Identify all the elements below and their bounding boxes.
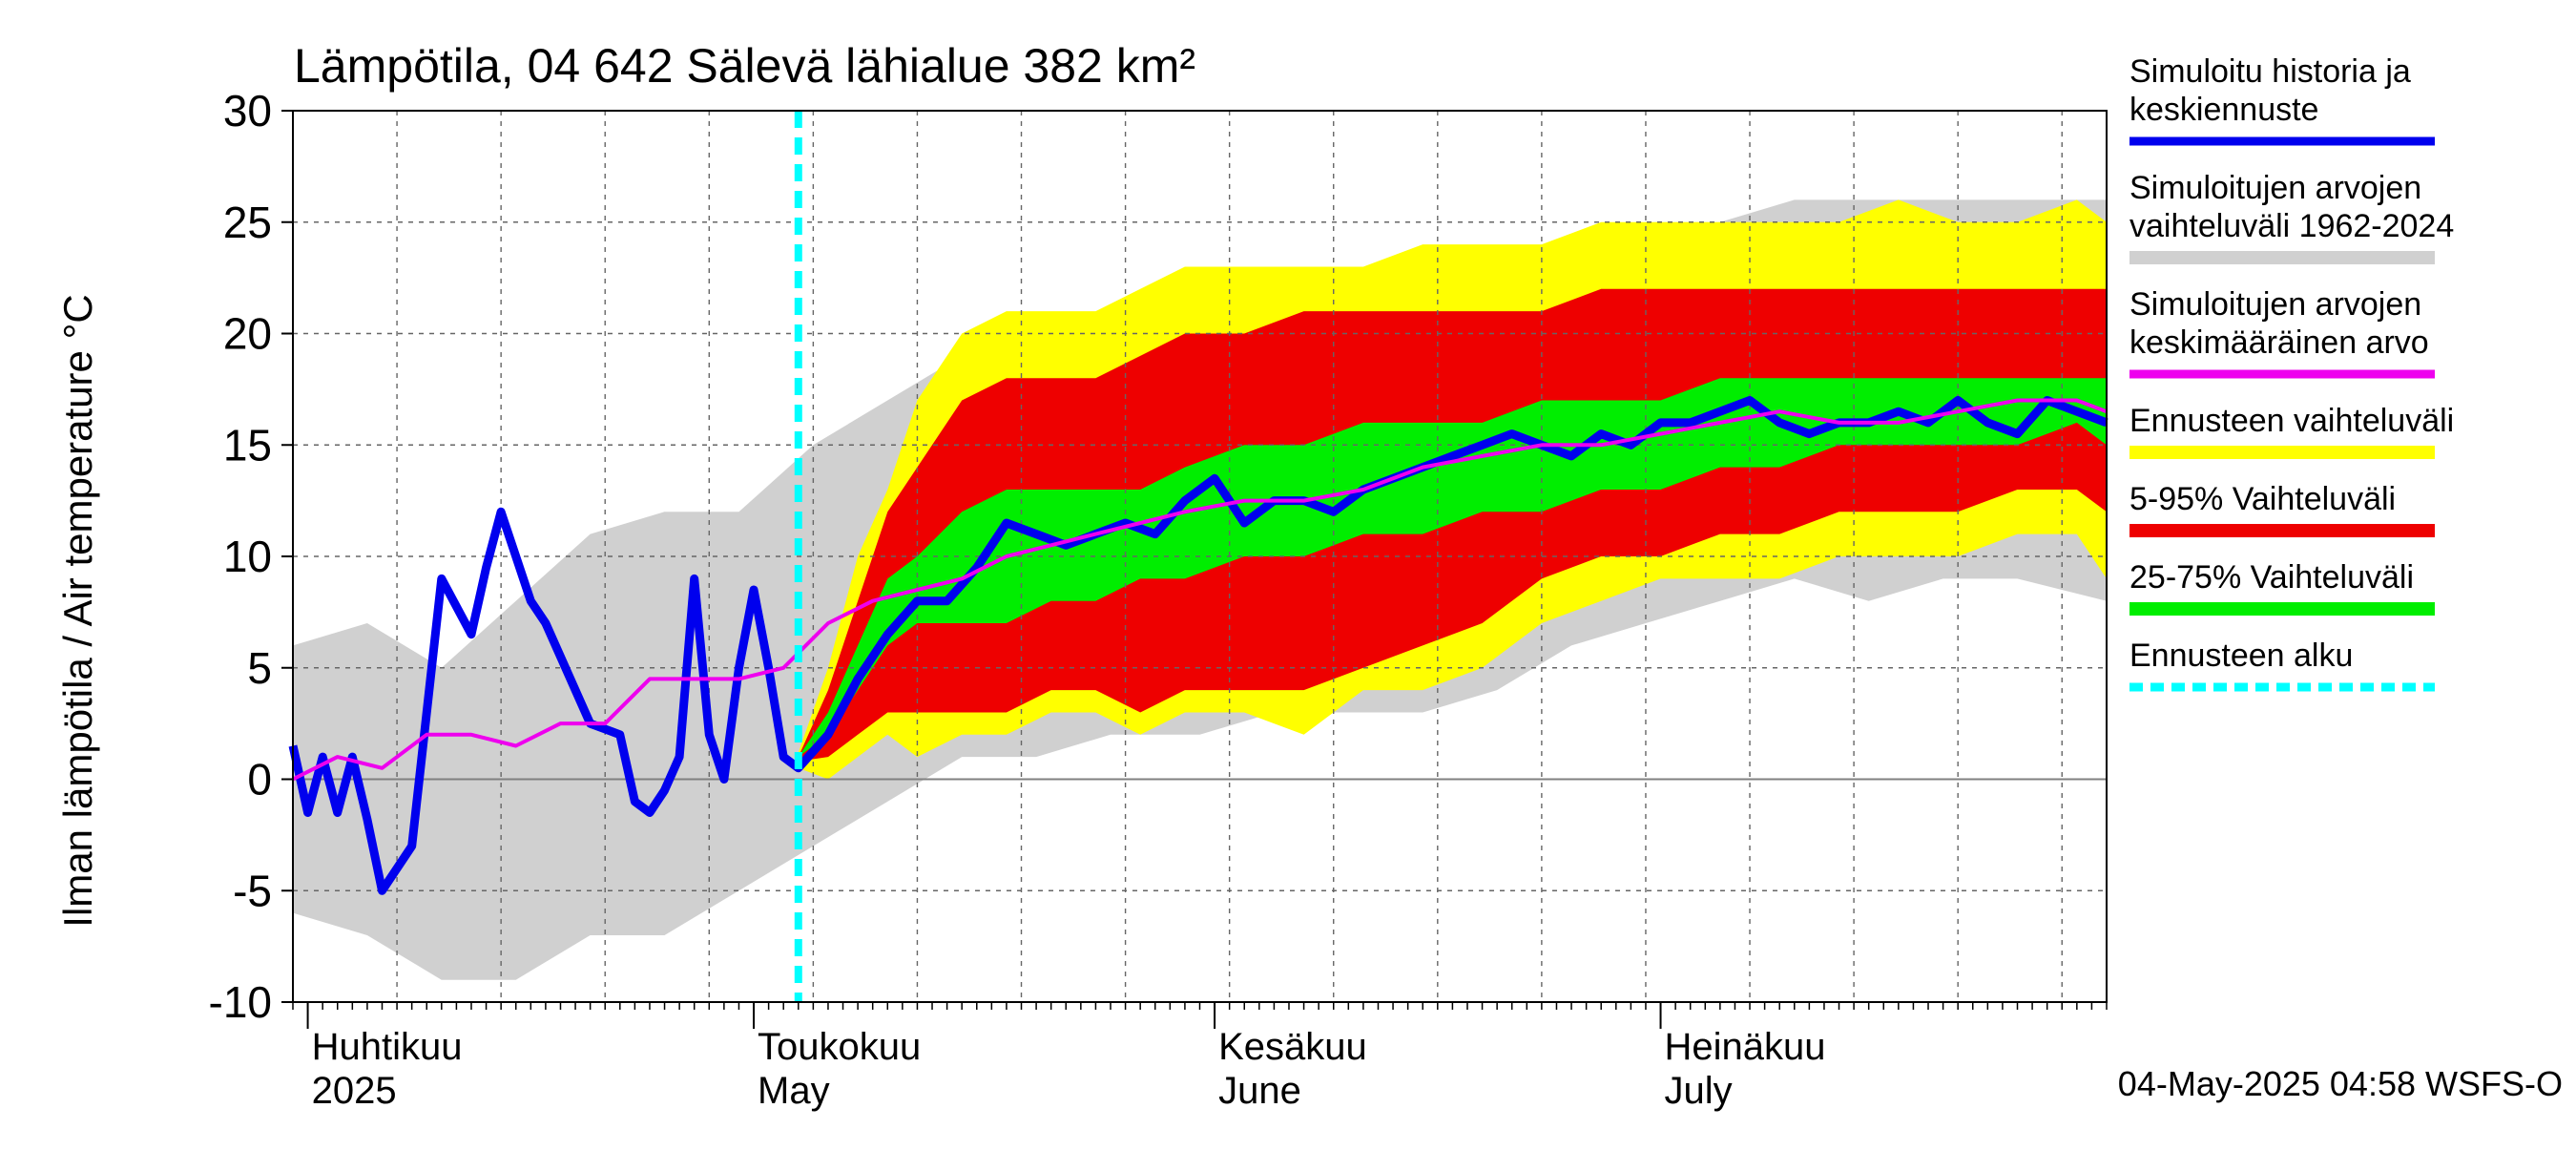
y-tick-label: 20 [223,309,272,359]
timestamp-footer: 04-May-2025 04:58 WSFS-O [2118,1064,2563,1103]
y-tick-label: 10 [223,532,272,581]
x-month-label-en: July [1665,1070,1733,1112]
legend-label: keskimääräinen arvo [2129,324,2429,361]
legend-label: Simuloitujen arvojen [2129,170,2421,206]
bands-layer [293,199,2107,980]
y-tick-label: 5 [247,643,272,693]
mean-line [292,398,2108,782]
x-month-label-en: May [758,1070,830,1112]
legend-label: 25-75% Vaihteluväli [2129,559,2414,596]
legend-label: Ennusteen vaihteluväli [2129,403,2454,439]
axes-layer: -10-5051015202530Huhtikuu2025ToukokuuMay… [209,86,2108,1112]
y-tick-label: -5 [233,866,272,915]
legend-label: Simuloitujen arvojen [2129,286,2421,323]
x-month-label-fi: Huhtikuu [312,1026,463,1068]
y-tick-label: 25 [223,198,272,247]
legend-label: vaihteluväli 1962-2024 [2129,208,2454,244]
y-tick-label: -10 [209,977,272,1027]
x-month-label-fi: Kesäkuu [1218,1026,1367,1068]
legend-label: Simuloitu historia ja [2129,53,2411,90]
legend-label: Ennusteen alku [2129,638,2353,674]
median-forecast-line [288,396,2109,895]
lines-layer [288,111,2109,1002]
legend-label: keskiennuste [2129,92,2318,128]
legend-label: 5-95% Vaihteluväli [2129,481,2396,517]
x-month-label-en: 2025 [312,1070,397,1112]
x-month-label-fi: Heinäkuu [1665,1026,1826,1068]
x-month-label-en: June [1218,1070,1301,1112]
y-axis-label: Ilman lämpötila / Air temperature °C [55,294,100,927]
x-month-label-fi: Toukokuu [758,1026,921,1068]
y-tick-label: 0 [247,755,272,805]
y-tick-label: 15 [223,420,272,470]
chart-title: Lämpötila, 04 642 Sälevä lähialue 382 km… [294,39,1195,93]
y-tick-label: 30 [223,86,272,136]
